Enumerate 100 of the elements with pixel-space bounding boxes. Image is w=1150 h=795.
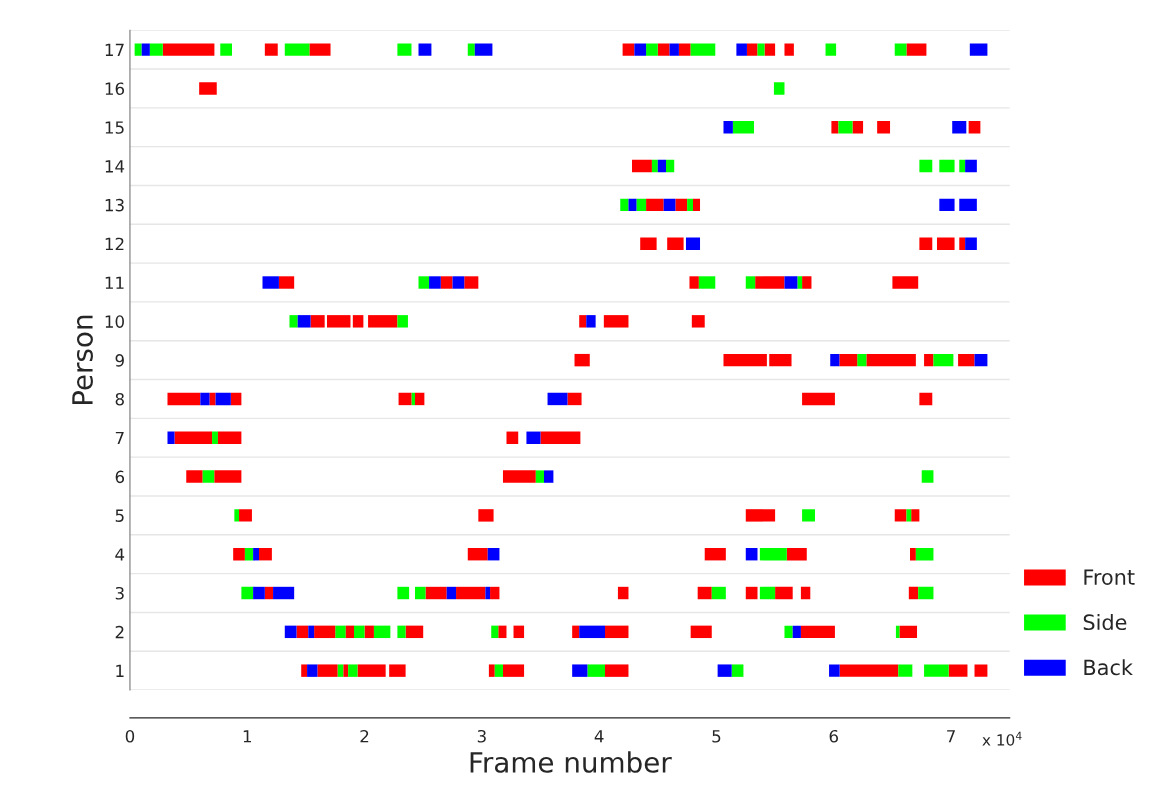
- bar: [544, 470, 554, 483]
- bar: [892, 276, 919, 289]
- legend-label: Back: [1084, 659, 1133, 676]
- bar: [628, 198, 637, 212]
- bar: [258, 548, 272, 561]
- y-tick-label: 15: [105, 121, 124, 134]
- bar: [174, 431, 213, 444]
- bar: [217, 431, 242, 444]
- y-tick-label: 7: [115, 431, 124, 445]
- bar: [353, 625, 365, 639]
- bar: [646, 43, 658, 56]
- bar: [327, 315, 351, 328]
- bar: [745, 509, 776, 522]
- bar: [464, 276, 479, 289]
- bar: [745, 276, 756, 289]
- y-tick-label: 16: [105, 82, 125, 95]
- bar: [397, 43, 412, 56]
- bar: [162, 43, 215, 56]
- bar: [802, 509, 815, 522]
- bar: [894, 509, 907, 522]
- bar: [494, 664, 503, 677]
- bar: [307, 664, 318, 677]
- bar: [924, 353, 934, 367]
- bar: [301, 664, 308, 677]
- bar: [939, 159, 955, 173]
- bar: [364, 625, 374, 639]
- bar: [273, 586, 295, 600]
- bar: [284, 625, 297, 639]
- bar: [958, 353, 975, 367]
- x-tick-label: 3: [477, 729, 486, 743]
- bar: [838, 121, 853, 134]
- bar: [829, 664, 840, 677]
- bar: [646, 198, 664, 212]
- bar: [924, 664, 949, 677]
- bar: [919, 159, 933, 173]
- bar: [490, 586, 500, 600]
- bar: [425, 586, 447, 600]
- bar: [220, 43, 232, 56]
- bar: [467, 548, 488, 561]
- y-tick-label: 11: [105, 276, 124, 289]
- bar: [397, 625, 406, 639]
- bar: [936, 237, 955, 250]
- bar: [452, 276, 465, 289]
- bar: [786, 548, 807, 561]
- bar: [911, 509, 920, 522]
- bar: [352, 315, 364, 328]
- bar: [241, 586, 254, 600]
- bar: [317, 664, 338, 677]
- bar: [974, 353, 988, 367]
- bar: [894, 43, 907, 56]
- bar: [234, 509, 240, 522]
- bar: [586, 315, 596, 328]
- bar: [487, 548, 500, 561]
- legend-label: Side: [1083, 613, 1127, 631]
- bar: [622, 43, 635, 56]
- bar: [605, 625, 629, 639]
- bar: [965, 237, 977, 250]
- bar: [202, 470, 215, 483]
- y-tick-label: 1: [116, 664, 124, 677]
- bar: [308, 625, 315, 639]
- x-tick-label: 5: [712, 730, 721, 743]
- bar: [414, 392, 425, 406]
- bar: [657, 43, 670, 56]
- bar: [405, 625, 424, 639]
- bar: [800, 586, 811, 600]
- bar: [617, 586, 629, 600]
- bar: [919, 392, 933, 406]
- bar: [802, 276, 812, 289]
- bar: [262, 276, 279, 289]
- bar: [965, 159, 977, 173]
- bar: [711, 586, 726, 600]
- bar: [446, 586, 457, 600]
- bar: [769, 353, 792, 367]
- bar: [526, 431, 541, 444]
- bar: [540, 431, 581, 444]
- bar: [691, 315, 705, 328]
- y-axis-title: Person: [72, 315, 93, 405]
- bar: [745, 548, 758, 561]
- bar: [797, 276, 803, 289]
- bar: [909, 548, 916, 561]
- y-tick-label: 4: [115, 548, 125, 561]
- bar: [605, 664, 629, 677]
- legend-label: Front: [1084, 569, 1135, 585]
- bar: [959, 237, 966, 250]
- y-tick-label: 13: [105, 198, 124, 212]
- bar: [296, 625, 309, 639]
- bar: [233, 548, 245, 561]
- bar: [567, 392, 582, 406]
- bar: [506, 431, 519, 444]
- bar: [898, 664, 913, 677]
- bar: [297, 315, 311, 328]
- bar: [717, 664, 732, 677]
- bar: [587, 664, 606, 677]
- bar: [264, 43, 278, 56]
- bar: [746, 43, 758, 56]
- bar: [678, 43, 691, 56]
- bar: [732, 121, 754, 134]
- bar: [348, 664, 358, 677]
- bar: [899, 625, 918, 639]
- bar: [831, 121, 839, 134]
